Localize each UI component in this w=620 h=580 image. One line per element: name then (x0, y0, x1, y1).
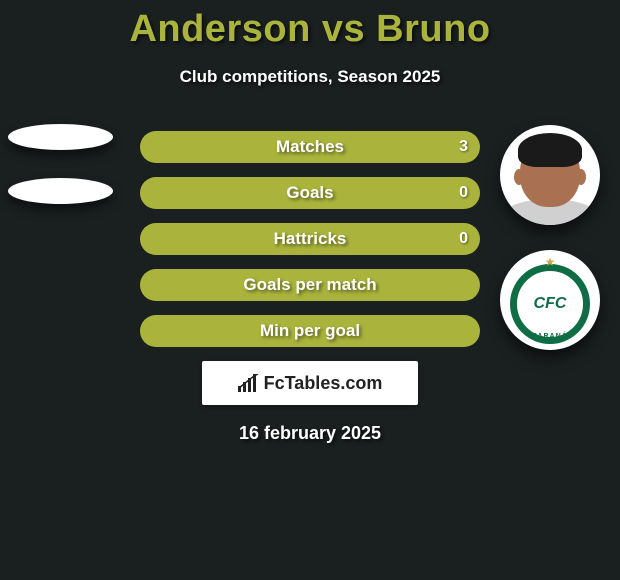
stat-bar: Matches 3 (140, 131, 480, 163)
source-logo[interactable]: FcTables.com (202, 361, 418, 405)
stat-label: Min per goal (260, 321, 360, 341)
logo-text: FcTables.com (264, 373, 383, 394)
bar-chart-icon (238, 374, 260, 392)
page-title: Anderson vs Bruno (0, 0, 620, 51)
stat-value-right: 3 (459, 138, 468, 156)
stat-label: Hattricks (274, 229, 347, 249)
stat-value-right: 0 (459, 184, 468, 202)
date-text: 16 february 2025 (0, 423, 620, 444)
stat-row: Hattricks 0 (0, 223, 620, 255)
stat-bar: Goals per match (140, 269, 480, 301)
stat-row: Matches 3 (0, 131, 620, 163)
stats-bars: Matches 3 Goals 0 Hattricks 0 Goals per match M… (0, 131, 620, 347)
stat-label: Matches (276, 137, 344, 157)
stat-row: Goals 0 (0, 177, 620, 209)
stat-bar: Goals 0 (140, 177, 480, 209)
stat-label: Goals per match (243, 275, 376, 295)
stat-label: Goals (286, 183, 333, 203)
subtitle: Club competitions, Season 2025 (0, 67, 620, 87)
stat-row: Goals per match (0, 269, 620, 301)
stat-bar: Min per goal (140, 315, 480, 347)
stat-row: Min per goal (0, 315, 620, 347)
stat-bar: Hattricks 0 (140, 223, 480, 255)
stat-value-right: 0 (459, 230, 468, 248)
